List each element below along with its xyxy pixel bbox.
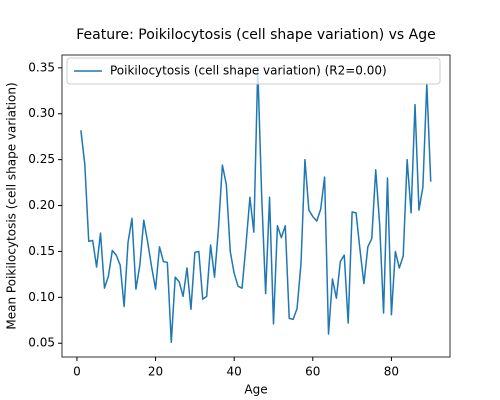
legend-label: Poikilocytosis (cell shape variation) (R…: [110, 64, 387, 78]
y-tick-label: 0.35: [28, 60, 55, 74]
x-tick-label: 80: [384, 365, 399, 379]
y-tick-label: 0.30: [28, 106, 55, 120]
x-tick-label: 20: [148, 365, 163, 379]
x-tick-label: 40: [227, 365, 242, 379]
x-tick-label: 60: [305, 365, 320, 379]
y-tick-label: 0.20: [28, 198, 55, 212]
plot-frame: [61, 54, 451, 358]
x-axis-label: Age: [244, 383, 267, 397]
x-tick-label: 0: [73, 365, 81, 379]
chart-title: Feature: Poikilocytosis (cell shape vari…: [76, 27, 436, 43]
y-tick-label: 0.05: [28, 336, 55, 350]
y-tick-label: 0.15: [28, 244, 55, 258]
y-tick-label: 0.25: [28, 152, 55, 166]
legend-box: [66, 57, 441, 85]
y-tick-label: 0.10: [28, 290, 55, 304]
line-series: [80, 67, 432, 344]
y-axis-label: Mean Poikilocytosis (cell shape variatio…: [5, 82, 19, 329]
